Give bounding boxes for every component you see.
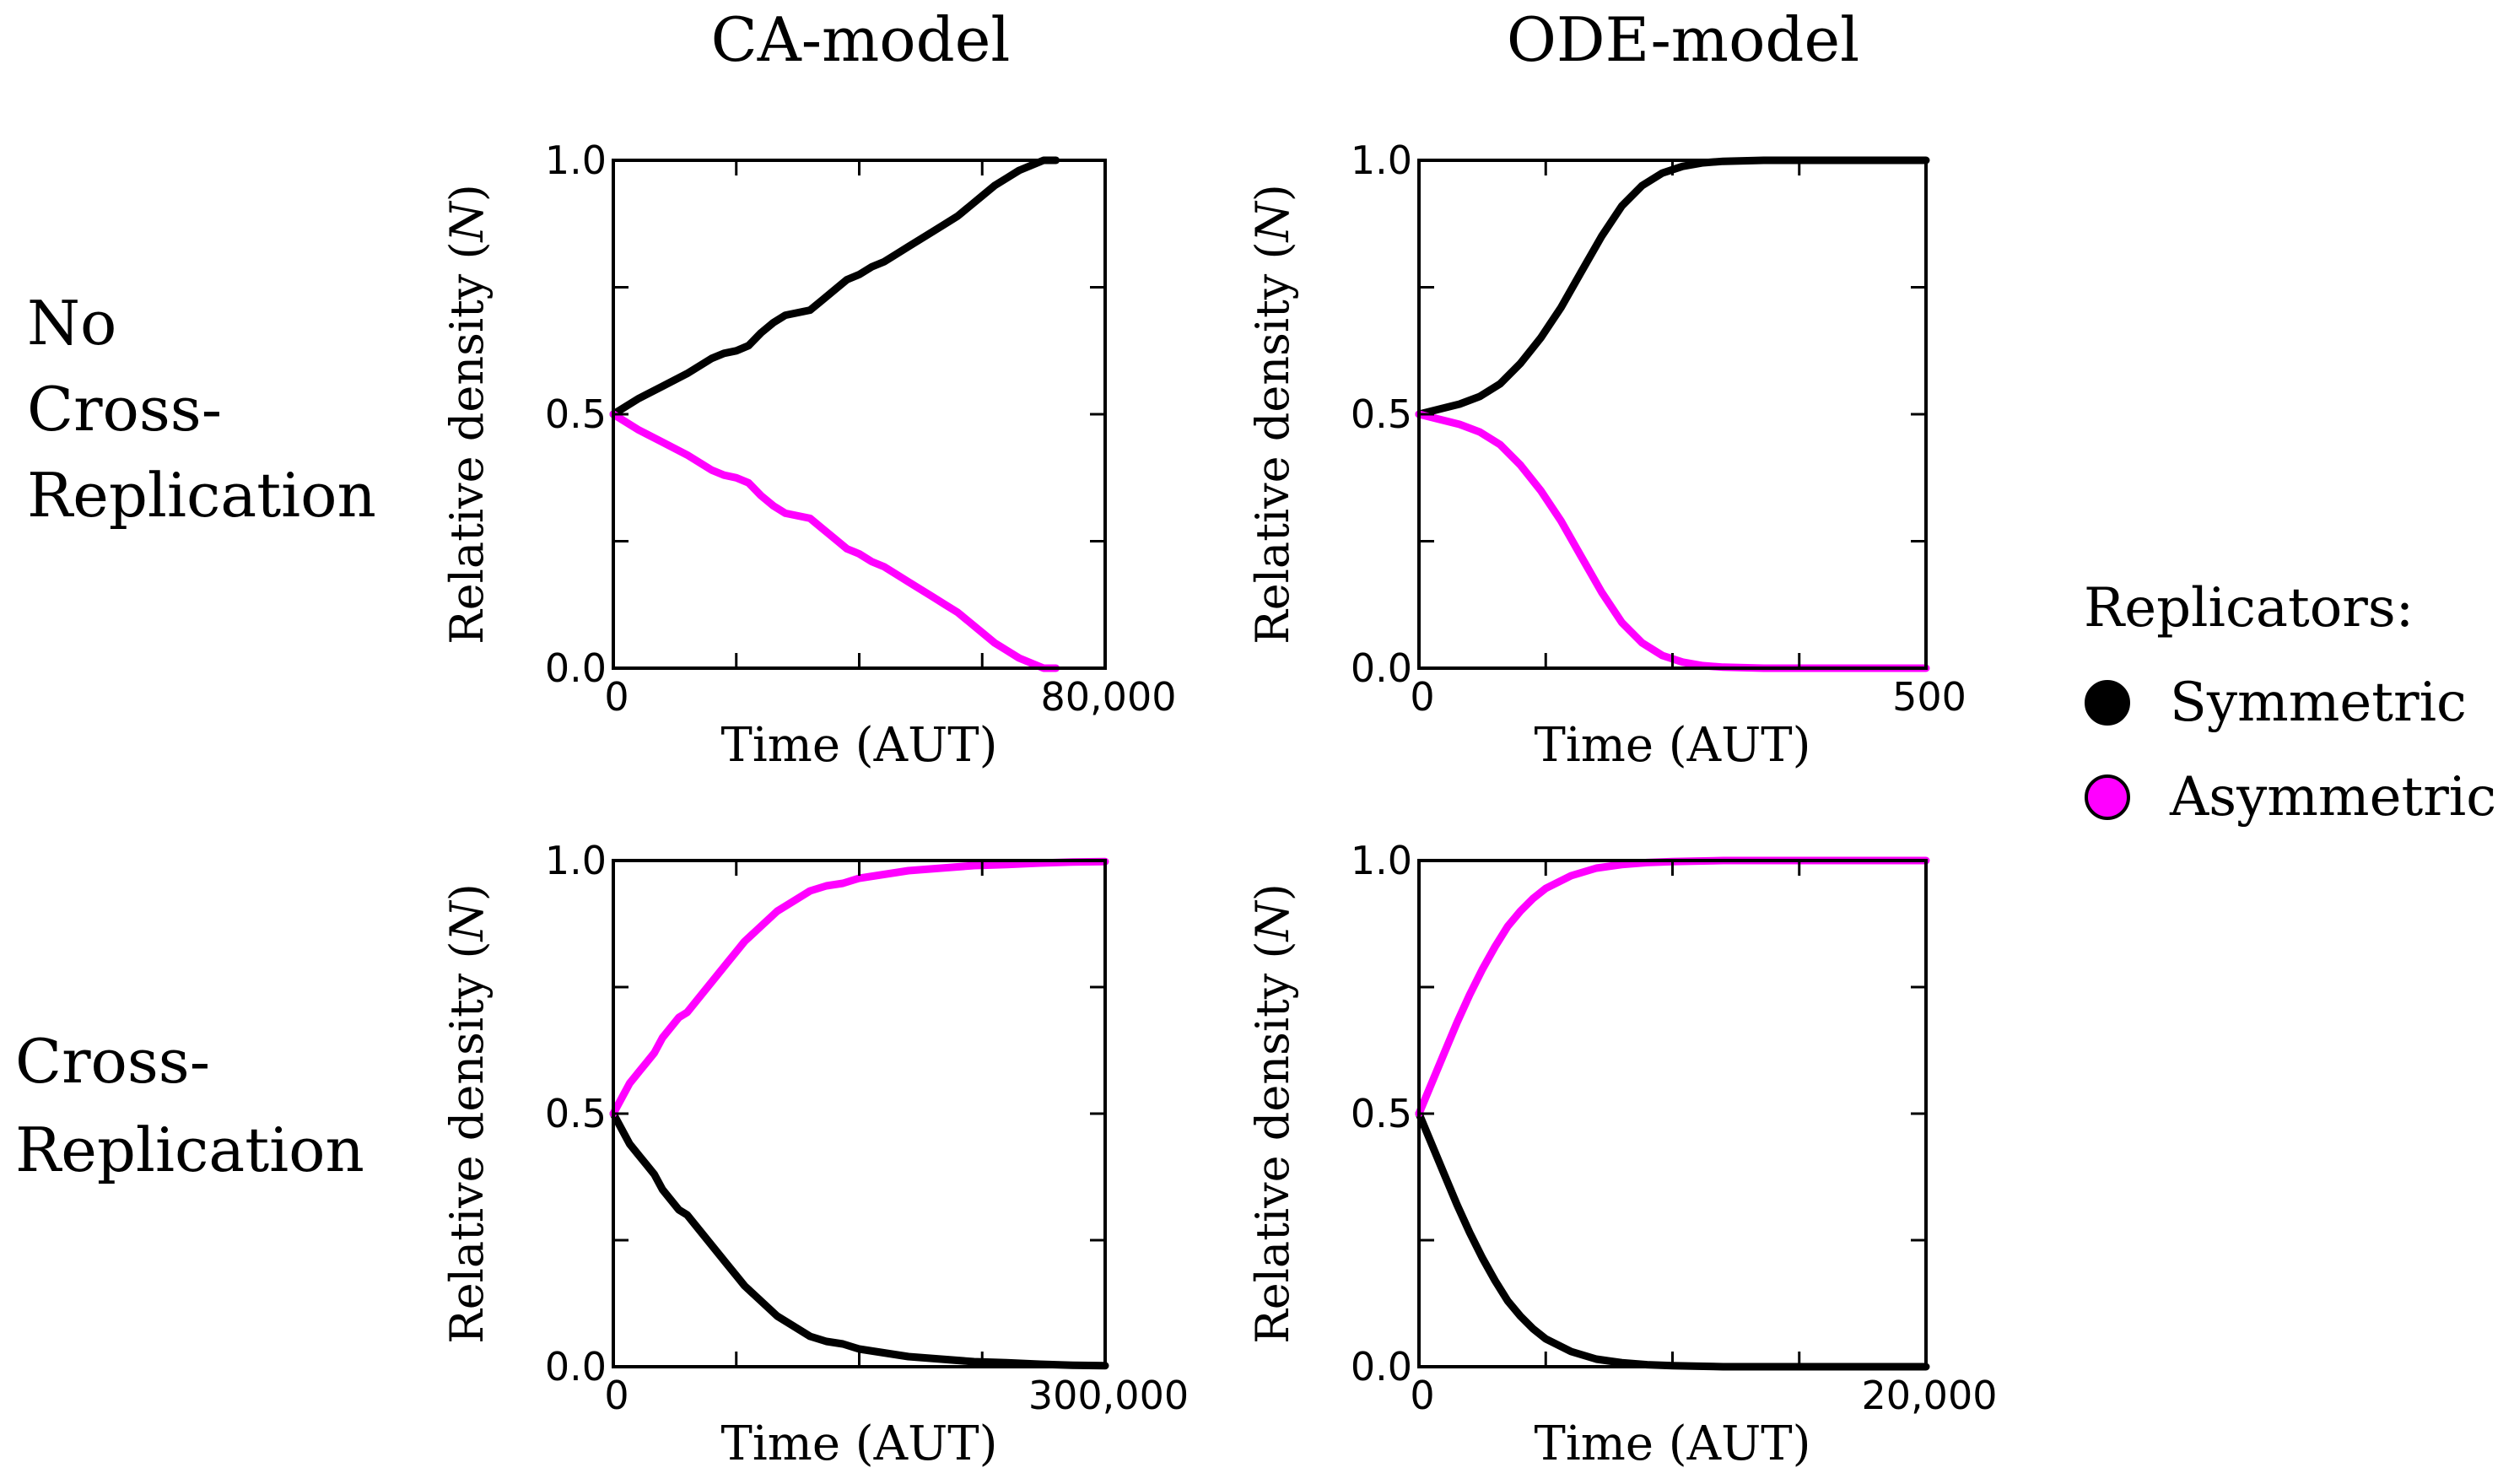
plot-frame (1417, 159, 1928, 670)
x-tick-label: 0 (1410, 1373, 1434, 1418)
x-axis-label: Time (AUT) (721, 1417, 998, 1471)
series-line-asymmetric (1415, 410, 1930, 672)
row-header-no-cross-line-3: Replication (27, 460, 376, 531)
row-header-no-cross-line-1: No (27, 288, 116, 359)
legend-label-symmetric: Symmetric (2170, 672, 2467, 734)
legend-marker-asymmetric (2085, 774, 2130, 820)
y-axis-label: Relative density (N) (1246, 883, 1299, 1344)
y-tick-label: 0.5 (1351, 391, 1412, 437)
x-tick-label: 500 (1892, 674, 1966, 720)
series-line-asymmetric (609, 410, 1060, 672)
y-axis-label: Relative density (N) (440, 184, 494, 645)
y-tick-label: 0.0 (545, 645, 607, 691)
y-tick-label: 0.0 (1351, 645, 1412, 691)
y-tick-label: 1.0 (545, 838, 607, 883)
plot-frame (612, 859, 1107, 1368)
series-line-symmetric (609, 156, 1060, 418)
x-axis-label: Time (AUT) (1535, 1417, 1811, 1471)
legend-marker-symmetric (2085, 680, 2130, 726)
chart-ca-cross-replication: 0.0 0.5 1.0 0 300,000 Time (AUT) Relative dens… (440, 838, 1189, 1471)
legend: Replicators: Symmetric Asymmetric (2084, 577, 2496, 828)
series-line-asymmetric (1415, 856, 1930, 1118)
x-axis-label: Time (AUT) (721, 718, 998, 773)
y-tick-label: 0.0 (1351, 1344, 1412, 1390)
series-line-symmetric (1415, 1109, 1930, 1371)
series-line-asymmetric (609, 857, 1109, 1118)
x-tick-label: 300,000 (1028, 1373, 1189, 1418)
y-axis-label: Relative density (N) (440, 883, 494, 1344)
row-header-cross-line-1: Cross- (15, 1026, 210, 1097)
y-tick-label: 0.5 (545, 1091, 607, 1136)
row-header-cross-line-2: Replication (15, 1114, 364, 1185)
chart-ode-no-cross-replication: 0.0 0.5 1.0 0 500 Time (AUT) Relative density … (1246, 138, 1966, 773)
x-tick-label: 0 (604, 674, 628, 720)
series-line-symmetric (609, 1109, 1109, 1370)
legend-title: Replicators: (2084, 577, 2414, 639)
x-tick-label: 0 (604, 1373, 628, 1418)
y-tick-label: 1.0 (1351, 838, 1412, 883)
y-tick-label: 1.0 (1351, 138, 1412, 183)
y-tick-label: 1.0 (545, 138, 607, 183)
column-header-ca: CA-model (711, 4, 1011, 75)
plot-frame (612, 159, 1107, 670)
column-header-ode: ODE-model (1507, 4, 1859, 75)
legend-label-asymmetric: Asymmetric (2169, 766, 2496, 828)
chart-ode-cross-replication: 0.0 0.5 1.0 0 20,000 Time (AUT) Relative densi… (1246, 838, 1997, 1471)
y-axis-label: Relative density (N) (1246, 184, 1299, 645)
chart-ca-no-cross-replication: 0.0 0.5 1.0 0 80,000 Time (AUT) Relative densi… (440, 138, 1176, 773)
y-tick-label: 0.5 (1351, 1091, 1412, 1136)
plot-frame (1417, 859, 1928, 1368)
x-axis-label: Time (AUT) (1535, 718, 1811, 773)
y-tick-label: 0.5 (545, 391, 607, 437)
series-line-symmetric (1415, 156, 1930, 418)
x-tick-label: 80,000 (1041, 674, 1177, 720)
x-tick-label: 20,000 (1862, 1373, 1998, 1418)
row-header-no-cross-line-2: Cross- (27, 374, 222, 445)
x-tick-label: 0 (1410, 674, 1434, 720)
y-tick-label: 0.0 (545, 1344, 607, 1390)
